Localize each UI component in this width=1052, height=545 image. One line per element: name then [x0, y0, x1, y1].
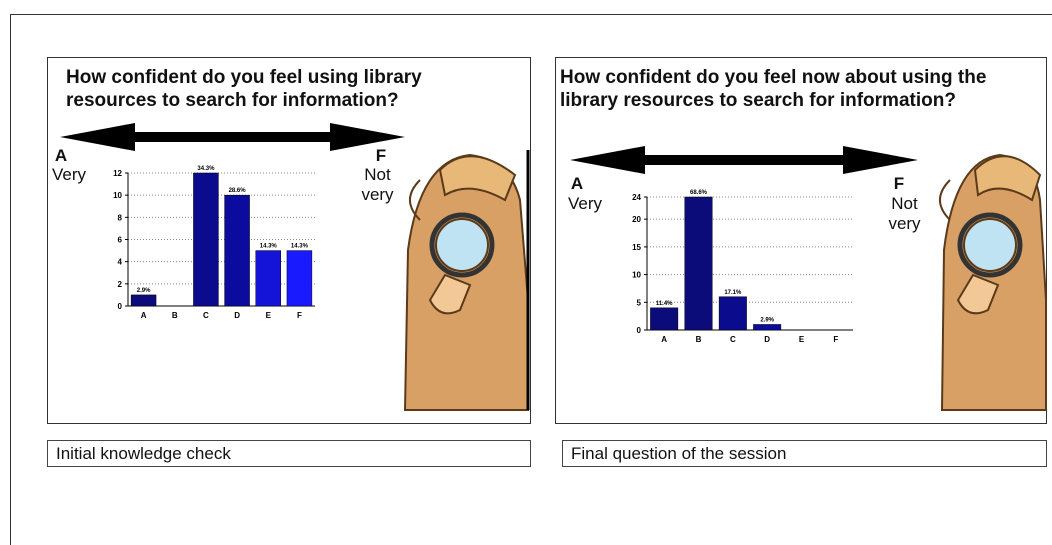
scale-end-text: Not very	[355, 165, 400, 205]
x-tick-label: C	[203, 311, 209, 320]
scale-end-letter: F	[370, 146, 392, 166]
y-tick-label: 12	[113, 169, 122, 178]
x-tick-label: A	[661, 335, 667, 344]
scale-end-text: Very	[47, 165, 91, 185]
value-label: 2.9%	[137, 288, 151, 294]
x-tick-label: F	[297, 311, 302, 320]
value-label: 28.6%	[229, 188, 247, 194]
bar	[256, 251, 281, 306]
scale-end-text: Not very	[882, 194, 927, 234]
scale-end-letter: F	[888, 174, 910, 194]
y-tick-label: 2	[118, 280, 123, 289]
y-tick-label: 10	[113, 191, 122, 200]
bar	[131, 295, 156, 306]
x-tick-label: E	[266, 311, 272, 320]
x-tick-label: A	[141, 311, 147, 320]
bar	[225, 195, 250, 306]
x-tick-label: E	[799, 335, 805, 344]
caption: Final question of the session	[562, 440, 1047, 467]
x-tick-label: B	[696, 335, 702, 344]
bar	[719, 297, 746, 330]
y-tick-label: 20	[632, 215, 641, 224]
value-label: 68.6%	[690, 190, 708, 196]
value-label: 14.3%	[260, 244, 278, 250]
scale-end-letter: A	[566, 174, 588, 194]
scale-end-text: Very	[563, 194, 607, 214]
bar	[685, 197, 712, 330]
value-label: 11.4%	[656, 301, 673, 307]
y-tick-label: 15	[632, 243, 641, 252]
y-tick-label: 0	[637, 326, 642, 335]
value-label: 14.3%	[291, 244, 309, 250]
y-tick-label: 8	[118, 213, 123, 222]
bar	[650, 308, 677, 330]
scale-end-letter: A	[50, 146, 72, 166]
x-tick-label: F	[833, 335, 838, 344]
page: 024681012A2.9%BC34.3%D28.6%E14.3%F14.3%0…	[0, 0, 1052, 545]
x-tick-label: C	[730, 335, 736, 344]
y-tick-label: 4	[118, 258, 123, 267]
x-tick-label: B	[172, 311, 178, 320]
bar	[287, 251, 312, 306]
y-tick-label: 0	[118, 302, 123, 311]
bar	[753, 324, 780, 330]
bar	[193, 173, 218, 306]
y-tick-label: 6	[118, 236, 123, 245]
value-label: 34.3%	[197, 166, 215, 172]
y-tick-label: 10	[632, 271, 641, 280]
slide-question: How confident do you feel using library …	[66, 66, 506, 112]
caption: Initial knowledge check	[47, 440, 531, 467]
value-label: 17.1%	[724, 290, 742, 296]
slide-question: How confident do you feel now about usin…	[560, 66, 1020, 112]
x-tick-label: D	[234, 311, 240, 320]
y-tick-label: 5	[637, 298, 642, 307]
x-tick-label: D	[764, 335, 770, 344]
y-tick-label: 24	[632, 193, 641, 202]
value-label: 2.9%	[760, 317, 774, 323]
